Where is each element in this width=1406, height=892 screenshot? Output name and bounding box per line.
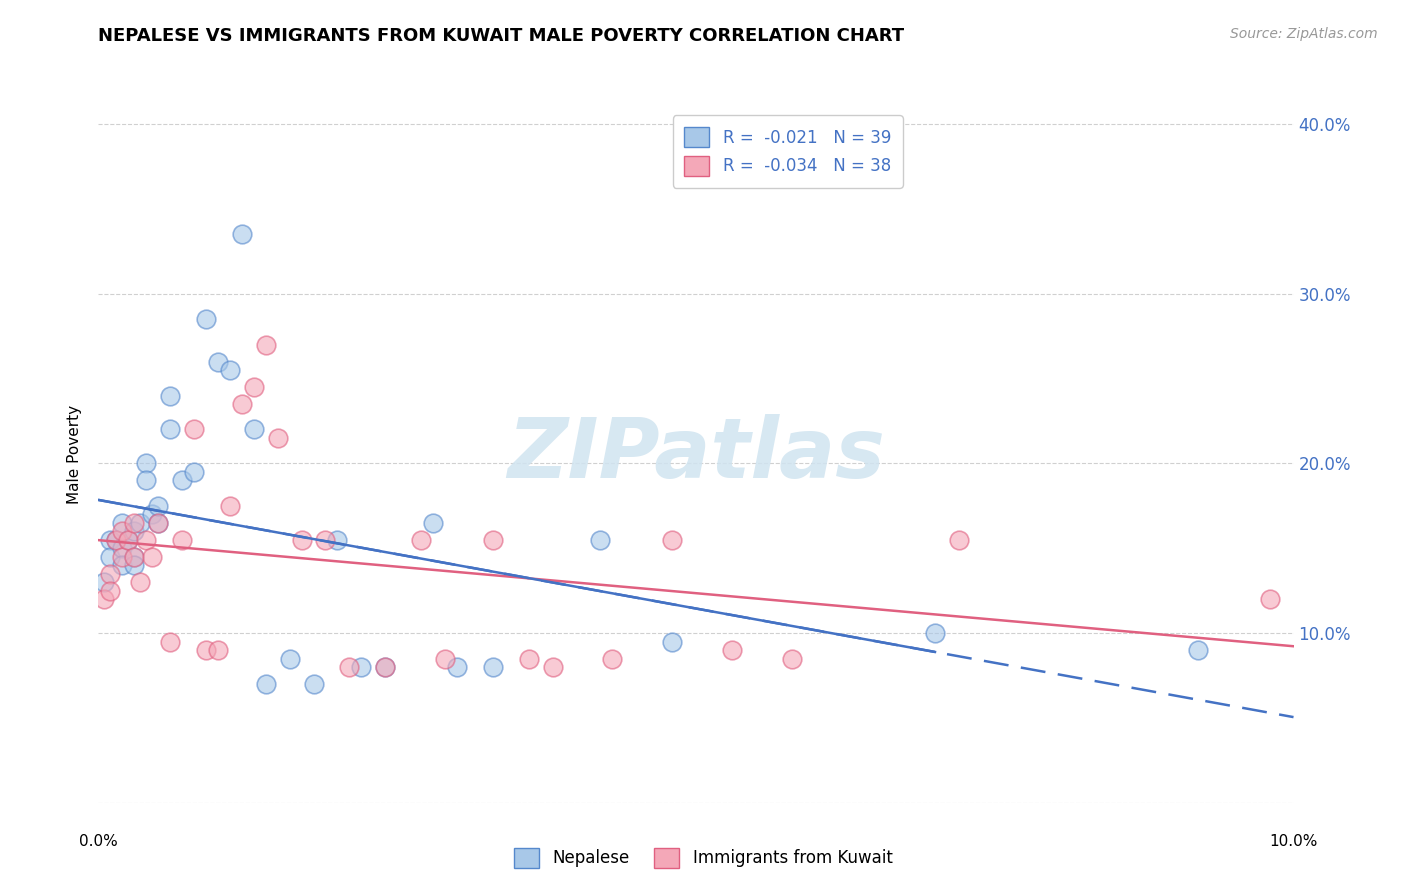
Point [124,516,146,530]
Point [100,566,122,581]
Point [148,499,170,513]
Point [105,533,128,547]
Point [434,651,457,665]
Point [1187,643,1209,657]
Point [219,363,242,377]
Point [481,533,505,547]
Point [159,388,181,402]
Point [117,533,139,547]
Point [124,558,146,573]
Point [231,397,253,411]
Point [135,474,157,488]
Point [231,227,253,242]
Point [541,660,564,674]
Y-axis label: Male Poverty: Male Poverty [67,405,83,505]
Text: 10.0%: 10.0% [1270,834,1317,849]
Text: NEPALESE VS IMMIGRANTS FROM KUWAIT MALE POVERTY CORRELATION CHART: NEPALESE VS IMMIGRANTS FROM KUWAIT MALE … [98,27,904,45]
Point [135,533,157,547]
Point [183,465,205,479]
Point [446,660,468,674]
Point [129,575,152,590]
Legend: Nepalese, Immigrants from Kuwait: Nepalese, Immigrants from Kuwait [508,841,898,875]
Point [924,626,946,640]
Point [100,583,122,598]
Point [135,457,157,471]
Point [481,660,505,674]
Point [141,549,163,564]
Point [721,643,744,657]
Point [159,422,181,436]
Point [111,558,134,573]
Point [111,549,134,564]
Point [948,533,970,547]
Point [291,533,314,547]
Point [111,524,134,539]
Point [267,431,290,445]
Point [117,533,139,547]
Text: Source: ZipAtlas.com: Source: ZipAtlas.com [1230,27,1378,41]
Point [129,516,152,530]
Point [148,516,170,530]
Point [111,541,134,556]
Point [93,575,115,590]
Point [141,508,163,522]
Point [207,354,229,368]
Point [172,533,194,547]
Point [183,422,205,436]
Point [172,474,194,488]
Legend: R =  -0.021   N = 39, R =  -0.034   N = 38: R = -0.021 N = 39, R = -0.034 N = 38 [672,115,903,187]
Point [243,380,266,394]
Point [159,634,181,648]
Point [195,312,218,326]
Point [100,533,122,547]
Point [374,660,396,674]
Point [1258,592,1281,607]
Point [195,643,218,657]
Point [517,651,540,665]
Point [602,651,624,665]
Point [278,651,301,665]
Point [339,660,360,674]
Point [100,549,122,564]
Text: 0.0%: 0.0% [79,834,118,849]
Point [374,660,396,674]
Point [589,533,612,547]
Point [111,516,134,530]
Point [350,660,373,674]
Point [124,549,146,564]
Text: ZIPatlas: ZIPatlas [508,415,884,495]
Point [254,677,277,691]
Point [105,533,128,547]
Point [411,533,433,547]
Point [243,422,266,436]
Point [207,643,229,657]
Point [93,592,115,607]
Point [422,516,444,530]
Point [661,634,683,648]
Point [780,651,803,665]
Point [124,549,146,564]
Point [254,337,277,351]
Point [661,533,683,547]
Point [148,516,170,530]
Point [315,533,337,547]
Point [326,533,349,547]
Point [302,677,325,691]
Point [124,524,146,539]
Point [219,499,242,513]
